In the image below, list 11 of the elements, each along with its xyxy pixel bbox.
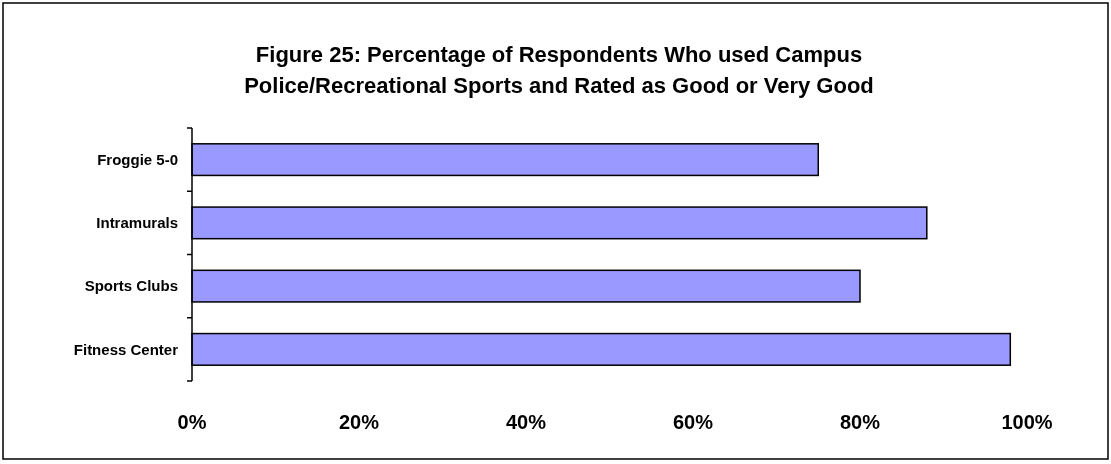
chart-title: Figure 25: Percentage of Respondents Who used Campus Police/Recreational Sports and Rated as Good or Very Good	[244, 42, 874, 98]
x-tick-label: 60%	[672, 411, 714, 433]
y-tick-label: Intramurals	[96, 214, 178, 232]
x-tick-label: 0%	[177, 411, 207, 433]
x-tick-label: 80%	[839, 411, 881, 433]
x-tick-label: 40%	[505, 411, 547, 433]
y-tick-label: Froggie 5-0	[97, 150, 178, 168]
y-tick-label: Sports Clubs	[84, 277, 178, 295]
y-tick-label: Fitness Center	[73, 340, 179, 358]
x-tick-label: 20%	[338, 411, 380, 433]
x-tick-label: 100%	[1001, 411, 1053, 433]
